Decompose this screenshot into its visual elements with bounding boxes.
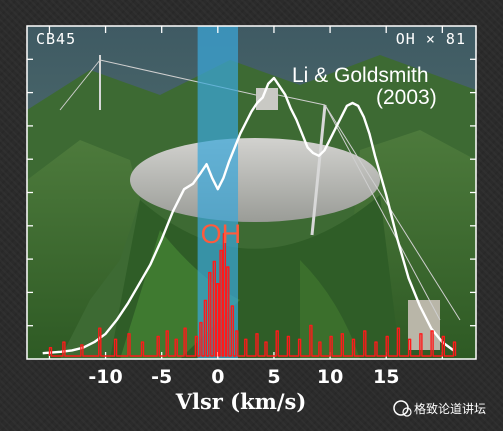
x-tick-labels: -10 -5 0 5 10 15 bbox=[88, 366, 399, 388]
watermark: 格致论道讲坛 bbox=[393, 400, 486, 417]
emission-profile-line bbox=[42, 76, 455, 355]
reference-line-1: Li & Goldsmith bbox=[292, 64, 429, 87]
x-tick-label: 5 bbox=[267, 366, 280, 388]
series-layer bbox=[42, 76, 457, 357]
watermark-text: 格致论道讲坛 bbox=[414, 401, 486, 416]
x-tick-label: -5 bbox=[151, 366, 172, 388]
x-tick-label: 10 bbox=[317, 366, 343, 388]
chat-bubble-icon-inner bbox=[402, 407, 412, 417]
reference-line-2: (2003) bbox=[376, 86, 437, 109]
x-tick-label: 15 bbox=[373, 366, 399, 388]
x-tick-label: 0 bbox=[211, 366, 224, 388]
oh-label: OH bbox=[201, 219, 242, 249]
x-axis-title: Vlsr (km/s) bbox=[175, 389, 307, 414]
x-tick-label: -10 bbox=[88, 366, 122, 388]
oh-spectrum-line bbox=[48, 233, 457, 357]
source-label: CB45 bbox=[36, 30, 76, 48]
scale-label: OH × 81 bbox=[396, 30, 466, 48]
